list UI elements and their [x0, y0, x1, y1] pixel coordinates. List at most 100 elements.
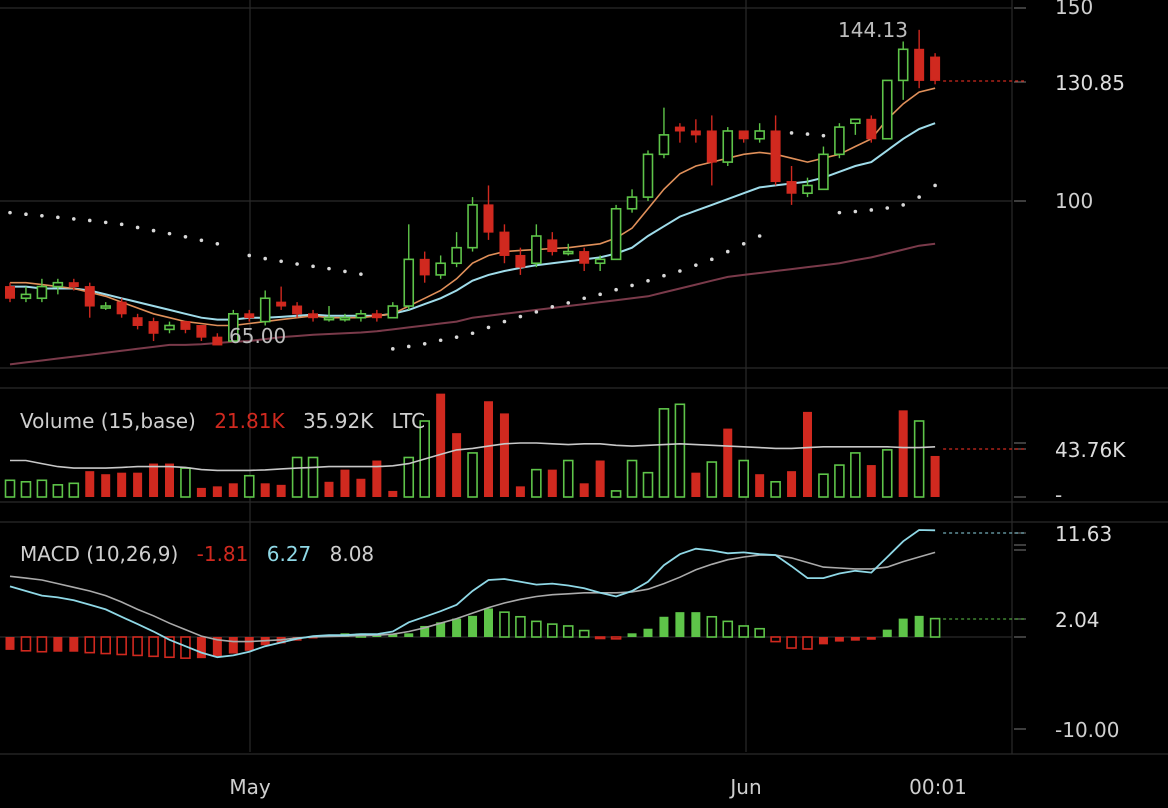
psar-dot: [183, 234, 188, 239]
psar-dot: [614, 287, 618, 292]
psar-dot: [311, 264, 315, 269]
volume-bar: [658, 408, 670, 498]
macd-histogram-bar: [388, 634, 398, 637]
volume-bar: [818, 473, 829, 498]
psar-dot: [694, 263, 698, 267]
volume-bar: [787, 471, 797, 497]
svg-text:MACD (10,26,9) -1.81: MACD (10,26,9) -1.81 6.27 8.08: [20, 542, 374, 566]
volume-bar: [706, 461, 718, 498]
psar-dot: [662, 273, 666, 278]
volume-bar: [228, 483, 238, 497]
volume-bar: [515, 486, 525, 497]
ema-mid-line: [10, 122, 936, 321]
volume-bar: [133, 472, 143, 497]
psar-dot: [40, 213, 44, 218]
candle-body: [100, 305, 111, 309]
volume-current-label: 43.76K: [1055, 438, 1126, 462]
macd-histogram-bar: [420, 625, 430, 637]
candle-body: [292, 305, 303, 315]
candle-body: [658, 134, 670, 156]
macd-histogram-bar: [802, 636, 813, 650]
candle-body: [594, 258, 606, 265]
psar-dot: [550, 305, 555, 309]
volume-tick-zero: -: [1055, 483, 1062, 507]
macd-histogram-bar: [834, 637, 844, 642]
macd-histogram-bar: [706, 615, 718, 638]
volume-bar: [291, 456, 303, 498]
candle-body: [626, 196, 638, 210]
candle-body: [52, 281, 64, 288]
psar-dot: [582, 296, 586, 301]
macd-signal-line: [9, 551, 936, 643]
x-label-jun: Jun: [728, 775, 761, 799]
low-price-label: 65.00: [229, 324, 286, 348]
volume-bar: [930, 455, 940, 497]
macd-histogram-bar: [100, 636, 111, 655]
psar-dot: [343, 269, 347, 274]
candle-body: [706, 130, 717, 163]
macd-histogram-bar: [53, 637, 63, 652]
macd-histogram-bar: [404, 633, 414, 637]
candle-body: [515, 254, 526, 268]
macd-histogram-bar: [228, 637, 238, 654]
volume-bar: [276, 484, 286, 497]
candle-body: [722, 130, 734, 163]
volume-bar: [85, 471, 95, 497]
price-current-label: 130.85: [1055, 71, 1125, 95]
psar-dot: [295, 262, 299, 266]
candle-body: [228, 313, 239, 342]
macd-histogram-bar: [594, 636, 606, 640]
macd-histogram-bar: [436, 622, 446, 637]
psar-dot: [646, 278, 650, 283]
volume-bar: [52, 484, 64, 498]
volume-bar: [850, 452, 861, 498]
candle-body: [276, 301, 287, 307]
psar-dot: [678, 269, 682, 273]
psar-dot: [438, 338, 443, 343]
psar-dot: [247, 253, 252, 258]
candle-body: [770, 130, 781, 183]
macd-histogram-bar: [84, 636, 96, 654]
volume-bar: [547, 469, 557, 497]
sma-long-line: [9, 242, 936, 366]
volume-bar: [324, 481, 334, 497]
macd-histogram-bar: [531, 620, 542, 638]
macd-histogram-bar: [69, 637, 79, 652]
price-tick-150: 150: [1055, 0, 1093, 19]
candle-body: [132, 317, 143, 326]
candle-body: [20, 293, 32, 300]
high-price-label: 144.13: [838, 18, 908, 42]
psar-dot: [454, 335, 459, 339]
ema-short-line: [10, 87, 936, 327]
candle-body: [866, 118, 877, 140]
psar-dot: [821, 133, 826, 138]
macd-histogram-bar: [898, 618, 908, 637]
macd-histogram-bar: [738, 625, 750, 638]
volume-bar: [738, 459, 750, 498]
psar-dot: [917, 195, 921, 199]
volume-legend-name: Volume (15,base): [20, 409, 196, 433]
psar-dot: [135, 225, 140, 230]
candle-body: [547, 239, 558, 253]
psar-dot: [119, 222, 124, 227]
candle-body: [786, 181, 797, 194]
volume-bar: [770, 480, 781, 498]
macd-histogram-bar: [643, 628, 653, 637]
psar-dot: [56, 215, 60, 220]
volume-bar: [834, 464, 845, 498]
volume-bar: [898, 410, 908, 497]
macd-histogram-bar: [452, 618, 462, 637]
candle-body: [642, 153, 654, 198]
candle-body: [387, 305, 399, 319]
volume-bar: [68, 482, 80, 498]
psar-dot: [534, 310, 539, 314]
macd-legend-value-1: -1.81: [197, 542, 249, 566]
candle-body: [451, 246, 462, 265]
candle-body: [259, 297, 271, 323]
macd-histogram-bar: [627, 633, 637, 637]
macd-histogram-bar: [132, 636, 143, 657]
volume-legend-value-1: 21.81K: [214, 409, 285, 433]
psar-dot: [502, 319, 507, 324]
candle-body: [36, 285, 48, 300]
candle-body: [180, 321, 191, 330]
